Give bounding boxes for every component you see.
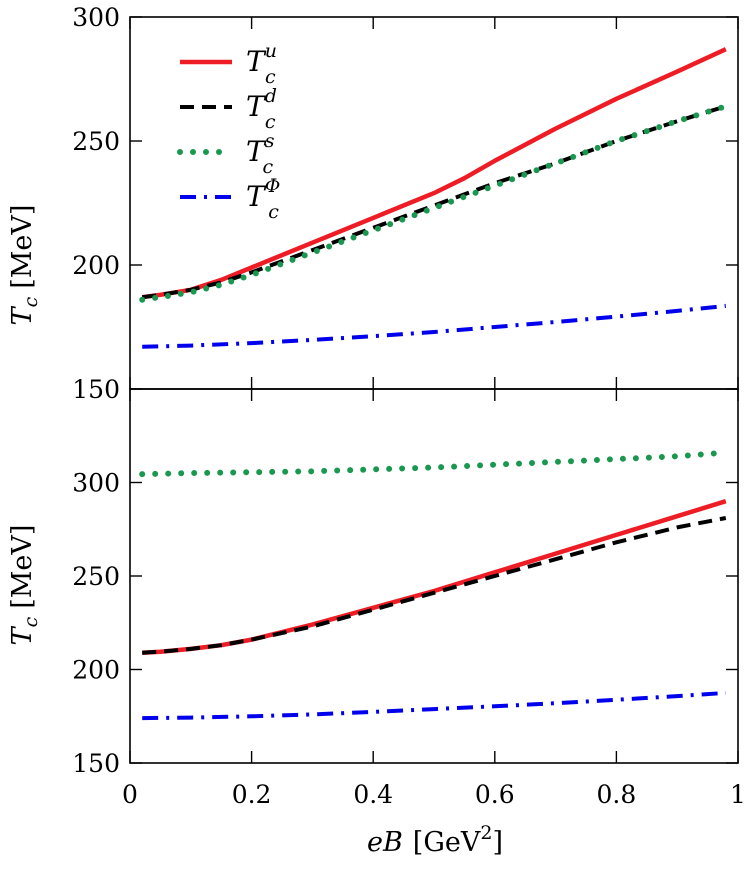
top-y-axis-label: Tc[MeV] bbox=[7, 205, 42, 326]
series-line-dash-dot bbox=[142, 690, 726, 721]
legend: Tu cTd cTs cTΦ c bbox=[177, 40, 280, 223]
plot-frame bbox=[129, 388, 739, 764]
y-tick-label: 300 bbox=[72, 469, 120, 498]
bottom-panel: 150 200 250 300 0 0.2 0.4 0.6 0.8 1 bbox=[72, 388, 746, 809]
x-tick-label: 0 bbox=[122, 780, 138, 809]
x-tick-label: 0.8 bbox=[597, 780, 637, 809]
y-tick-label: 200 bbox=[72, 251, 120, 280]
legend-label: Ts c bbox=[246, 130, 275, 178]
x-tick-label: 0.4 bbox=[353, 780, 393, 809]
legend-label: Td c bbox=[246, 85, 277, 133]
x-tick-label: 1 bbox=[730, 780, 746, 809]
y-tick-label: 300 bbox=[72, 3, 120, 32]
y-tick-label: 250 bbox=[72, 562, 120, 591]
x-tick-label: 0.6 bbox=[475, 780, 515, 809]
series-line-dash-dot bbox=[142, 303, 727, 349]
legend-label: Tu c bbox=[246, 40, 277, 88]
y-tick-label: 150 bbox=[72, 375, 120, 404]
bottom-y-axis-label: Tc[MeV] bbox=[7, 525, 42, 646]
y-tick-label: 250 bbox=[72, 127, 120, 156]
top-panel: 150 200 250 300 bbox=[72, 3, 739, 404]
x-axis-label: eB [GeV2] bbox=[367, 822, 503, 858]
legend-label: TΦ c bbox=[246, 175, 280, 223]
series-line-solid bbox=[142, 499, 727, 655]
y-tick-label: 150 bbox=[72, 749, 120, 778]
series-line-dotted bbox=[139, 103, 729, 303]
series-line-dotted bbox=[139, 449, 729, 478]
x-tick-label: 0.2 bbox=[232, 780, 272, 809]
series-line-dashed bbox=[142, 516, 727, 655]
series-line-solid bbox=[141, 47, 727, 300]
y-tick-label: 200 bbox=[72, 656, 120, 685]
series-line-dashed bbox=[141, 104, 727, 300]
